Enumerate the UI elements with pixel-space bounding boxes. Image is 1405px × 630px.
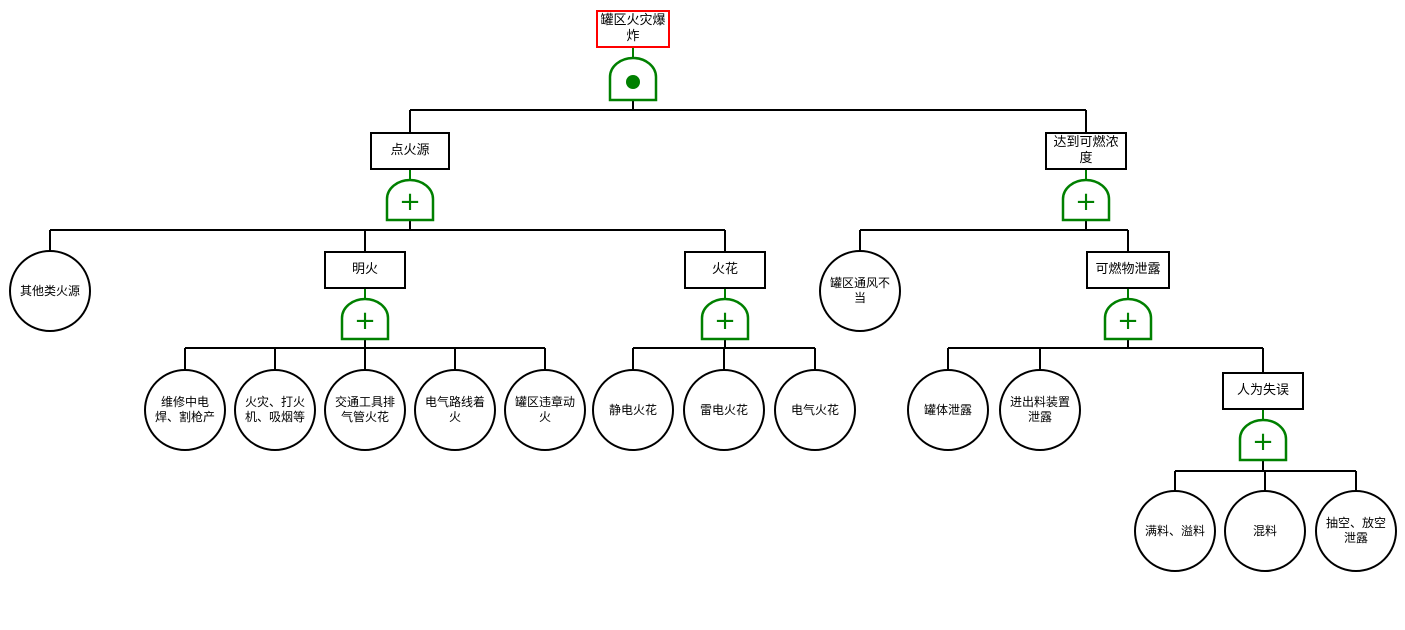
node-top-event: 罐区火灾爆炸 xyxy=(596,10,670,48)
node-label: 火花 xyxy=(711,262,738,277)
gate-input-stubs xyxy=(364,48,1264,420)
node-welding-cutting: 维修中电焊、割枪产 xyxy=(144,369,226,451)
node-label: 进出料装置泄露 xyxy=(1009,395,1070,424)
or-gate-combustible-concentration: + xyxy=(1061,178,1111,222)
or-plus-icon: + xyxy=(1252,427,1274,457)
and-dot-icon xyxy=(626,75,640,89)
node-vehicle-exhaust-spark: 交通工具排气管火花 xyxy=(324,369,406,451)
node-tank-body-leak: 罐体泄露 xyxy=(907,369,989,451)
node-illegal-hot-work: 罐区违章动火 xyxy=(504,369,586,451)
node-label: 维修中电焊、割枪产 xyxy=(154,395,215,424)
node-label: 可燃物泄露 xyxy=(1095,262,1161,277)
node-label: 其他类火源 xyxy=(19,283,80,298)
node-label: 静电火花 xyxy=(608,402,657,417)
node-label: 点火源 xyxy=(390,143,430,158)
or-gate-spark: + xyxy=(700,297,750,341)
node-label: 罐区通风不当 xyxy=(829,276,890,305)
node-label: 罐区火灾爆炸 xyxy=(600,13,666,44)
node-combustible-concentration: 达到可燃浓度 xyxy=(1045,132,1127,170)
node-label: 满料、溢料 xyxy=(1144,523,1205,538)
node-mixed-materials: 混料 xyxy=(1224,490,1306,572)
node-overfill-overflow: 满料、溢料 xyxy=(1134,490,1216,572)
node-label: 火灾、打火机、吸烟等 xyxy=(244,395,305,424)
node-label: 交通工具排气管火花 xyxy=(334,395,395,424)
node-label: 混料 xyxy=(1252,523,1277,538)
or-gate-human-error: + xyxy=(1238,418,1288,462)
node-emptying-venting-leak: 抽空、放空泄露 xyxy=(1315,490,1397,572)
node-other-ignition-sources: 其他类火源 xyxy=(9,250,91,332)
or-gate-combustible-leak: + xyxy=(1103,297,1153,341)
or-plus-icon: + xyxy=(1117,306,1139,336)
and-gate-top xyxy=(608,56,658,102)
node-label: 罐体泄露 xyxy=(923,402,972,417)
node-inlet-outlet-device-leak: 进出料装置泄露 xyxy=(999,369,1081,451)
or-gate-open-flame: + xyxy=(340,297,390,341)
node-poor-ventilation: 罐区通风不当 xyxy=(819,250,901,332)
node-electrical-line-fire: 电气路线着火 xyxy=(414,369,496,451)
or-plus-icon: + xyxy=(399,187,421,217)
or-plus-icon: + xyxy=(1075,187,1097,217)
or-plus-icon: + xyxy=(354,306,376,336)
node-label: 雷电火花 xyxy=(699,402,748,417)
node-static-spark: 静电火花 xyxy=(592,369,674,451)
connector-lines xyxy=(49,100,1357,492)
node-label: 抽空、放空泄露 xyxy=(1325,516,1386,545)
node-label: 电气路线着火 xyxy=(424,395,485,424)
node-label: 明火 xyxy=(351,262,378,277)
node-human-error: 人为失误 xyxy=(1222,372,1304,410)
node-label: 达到可燃浓度 xyxy=(1053,135,1119,166)
node-label: 电气火花 xyxy=(790,402,839,417)
node-spark: 火花 xyxy=(684,251,766,289)
node-electrical-spark: 电气火花 xyxy=(774,369,856,451)
node-label: 罐区违章动火 xyxy=(514,395,575,424)
node-lighter-smoking: 火灾、打火机、吸烟等 xyxy=(234,369,316,451)
node-lightning-spark: 雷电火花 xyxy=(683,369,765,451)
node-open-flame: 明火 xyxy=(324,251,406,289)
node-ignition-source: 点火源 xyxy=(370,132,450,170)
node-combustible-leak: 可燃物泄露 xyxy=(1086,251,1170,289)
or-gate-ignition-source: + xyxy=(385,178,435,222)
node-label: 人为失误 xyxy=(1236,383,1289,398)
or-plus-icon: + xyxy=(714,306,736,336)
